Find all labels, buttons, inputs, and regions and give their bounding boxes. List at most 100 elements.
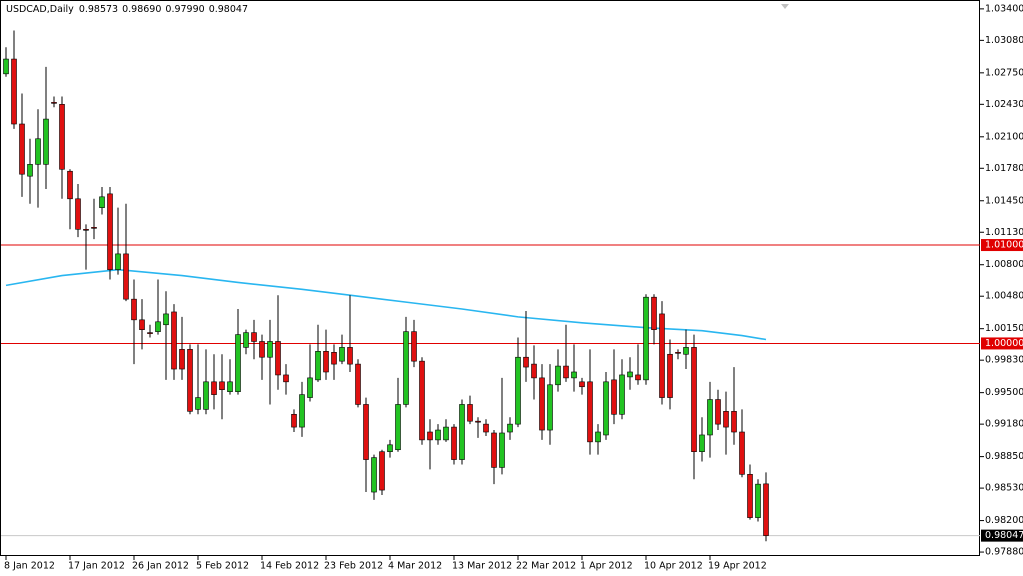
candle-body xyxy=(699,434,705,452)
candle-body xyxy=(59,104,65,170)
candle-body xyxy=(267,341,273,358)
candle-body xyxy=(515,356,521,425)
candle-body xyxy=(275,341,281,376)
x-tick-label: 13 Mar 2012 xyxy=(452,561,512,572)
ohlc-close: 0.98047 xyxy=(209,4,248,15)
x-tick-label: 14 Feb 2012 xyxy=(260,561,319,572)
candle-body xyxy=(739,431,745,475)
candle-body xyxy=(363,404,369,460)
chart-header: USDCAD,Daily 0.98573 0.98690 0.97990 0.98047 xyxy=(6,4,248,15)
candle-body xyxy=(483,423,489,433)
plot-frame xyxy=(0,0,980,556)
x-tick-label: 19 Apr 2012 xyxy=(708,561,767,572)
candle-body xyxy=(83,228,89,231)
y-tick-label: 1.01450 xyxy=(985,195,1023,206)
moving-average xyxy=(5,268,767,341)
candle-body xyxy=(11,58,17,125)
candle-body xyxy=(291,413,297,428)
y-tick-label: 1.02430 xyxy=(985,99,1023,110)
candle-body xyxy=(611,379,617,415)
candle-body xyxy=(427,431,433,441)
scroll-marker xyxy=(781,4,789,9)
candle-body xyxy=(643,296,649,381)
y-tick-label: 0.98200 xyxy=(985,515,1023,526)
candle-body xyxy=(435,429,441,441)
candle-body xyxy=(571,371,577,379)
candle-body xyxy=(419,360,425,441)
candle-body xyxy=(467,404,473,422)
candle-body xyxy=(67,170,73,200)
candle-body xyxy=(147,332,153,334)
candle-body xyxy=(283,374,289,383)
y-tick-label: 1.03400 xyxy=(985,3,1023,14)
candle-body xyxy=(563,365,569,379)
candle-body xyxy=(131,298,137,321)
candle-body xyxy=(27,164,33,177)
candle-body xyxy=(627,371,633,378)
candle-body xyxy=(763,483,769,536)
y-tick-label: 0.99500 xyxy=(985,387,1023,398)
candle-body xyxy=(91,227,97,229)
candle-body xyxy=(355,363,361,405)
candle-body xyxy=(315,351,321,381)
candle-body xyxy=(323,351,329,373)
candle-body xyxy=(299,394,305,428)
candle-body xyxy=(171,311,177,370)
candle-body xyxy=(203,381,209,410)
candle-body xyxy=(755,483,761,518)
y-tick-label: 0.98850 xyxy=(985,451,1023,462)
y-tick-label: 1.01780 xyxy=(985,163,1023,174)
x-tick-label: 1 Apr 2012 xyxy=(580,561,633,572)
candle-body xyxy=(51,102,57,104)
candle-body xyxy=(251,332,257,342)
candle-body xyxy=(3,58,9,75)
candle-body xyxy=(123,253,129,300)
ohlc-open: 0.98573 xyxy=(79,4,118,15)
candle-body xyxy=(331,352,337,365)
candle-body xyxy=(187,349,193,412)
candle-body xyxy=(539,377,545,431)
y-tick-label: 0.99180 xyxy=(985,419,1023,430)
candle-body xyxy=(587,381,593,443)
price-label: 0.98047 xyxy=(985,530,1023,541)
candle-body xyxy=(395,404,401,451)
candle-body xyxy=(115,253,121,270)
x-tick-label: 4 Mar 2012 xyxy=(388,561,442,572)
symbol: USDCAD,Daily xyxy=(6,4,74,15)
candle-body xyxy=(235,334,241,392)
candle-body xyxy=(659,313,665,398)
candle-body xyxy=(635,374,641,381)
y-tick-label: 1.00800 xyxy=(985,259,1023,270)
candle-body xyxy=(211,381,217,395)
candle-body xyxy=(43,118,49,165)
candle-body xyxy=(219,381,225,390)
candle-body xyxy=(259,341,265,358)
candle-body xyxy=(579,381,585,388)
candle-body xyxy=(475,420,481,423)
candle-body xyxy=(379,451,385,491)
candle-body xyxy=(707,399,713,436)
candle-body xyxy=(531,363,537,379)
candle-body xyxy=(179,349,185,370)
candle-body xyxy=(619,374,625,415)
candle-body xyxy=(19,123,25,175)
y-tick-label: 0.98530 xyxy=(985,483,1023,494)
candle-body xyxy=(715,399,721,425)
y-tick-label: 0.99830 xyxy=(985,355,1023,366)
candle-body xyxy=(443,426,449,441)
x-tick-label: 10 Apr 2012 xyxy=(644,561,703,572)
candle-body xyxy=(691,347,697,452)
candle-body xyxy=(651,296,657,330)
x-tick-label: 17 Jan 2012 xyxy=(68,561,125,572)
candle-body xyxy=(107,193,113,270)
y-tick-label: 1.02750 xyxy=(985,67,1023,78)
candle-body xyxy=(371,457,377,493)
candle-body xyxy=(35,138,41,165)
candle-body xyxy=(163,313,169,326)
y-tick-label: 1.00480 xyxy=(985,291,1023,302)
y-tick-label: 1.01130 xyxy=(985,227,1023,238)
candle-body xyxy=(155,321,161,332)
x-tick-label: 8 Jan 2012 xyxy=(4,561,55,572)
